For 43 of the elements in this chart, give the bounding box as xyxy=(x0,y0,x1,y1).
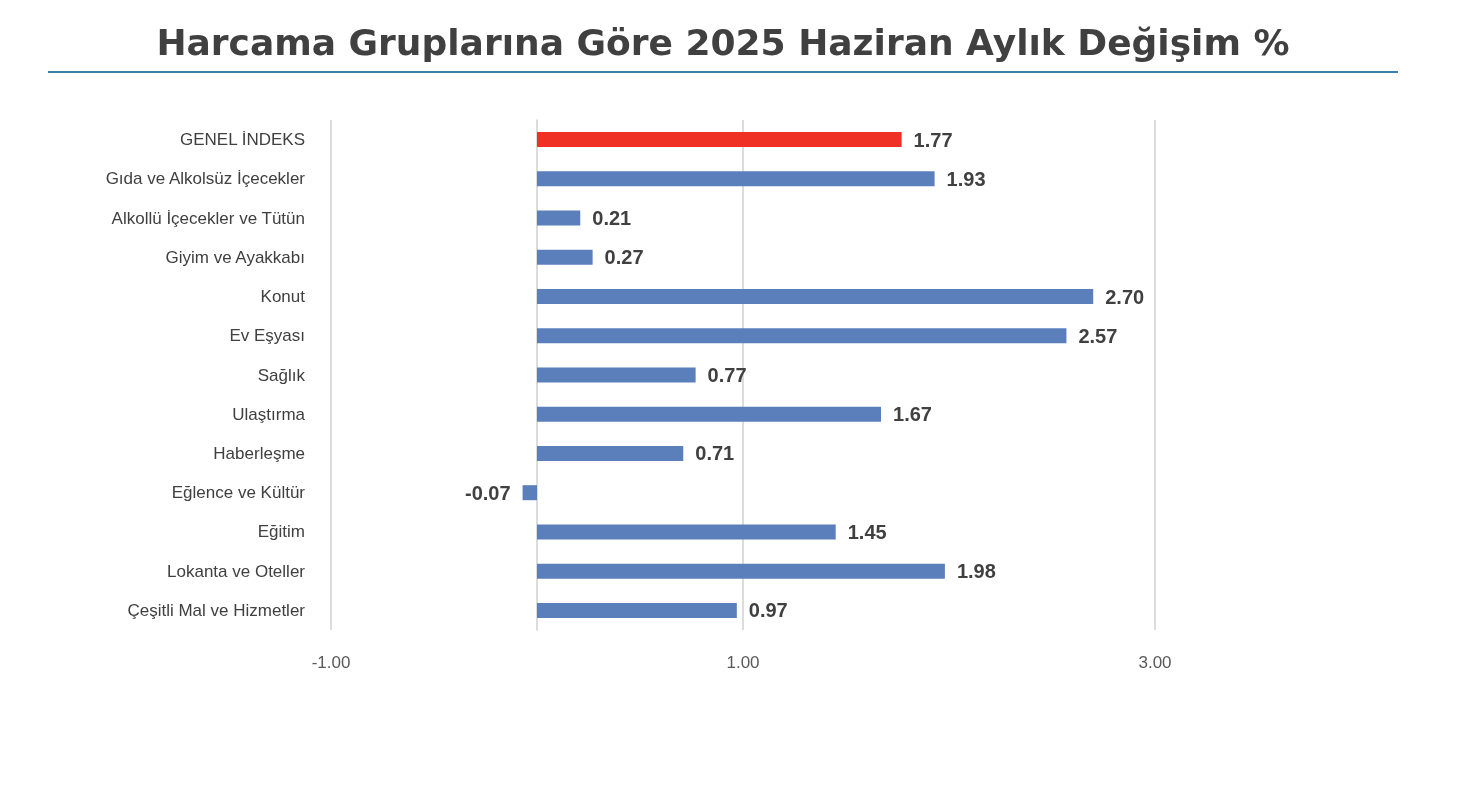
y-tick-label: Çeşitli Mal ve Hizmetler xyxy=(127,600,306,620)
bar xyxy=(537,171,935,187)
y-tick-label: Ev Eşyası xyxy=(229,326,305,346)
y-tick-label: Haberleşme xyxy=(213,443,305,463)
chart-title: Harcama Gruplarına Göre 2025 Haziran Aylık Değişim % xyxy=(48,22,1398,73)
data-label: 1.45 xyxy=(847,520,887,543)
y-tick-label: GENEL İNDEKS xyxy=(179,130,305,150)
data-label: 2.70 xyxy=(1105,285,1145,308)
y-tick-label: Ulaştırma xyxy=(232,404,306,424)
bar xyxy=(537,406,882,422)
data-label: 0.71 xyxy=(695,442,735,465)
y-tick-label: Gıda ve Alkolsüz İçecekler xyxy=(105,169,306,189)
y-tick-label: Konut xyxy=(260,287,306,307)
data-label: 0.77 xyxy=(707,364,747,386)
y-tick-label: Giyim ve Ayakkabı xyxy=(165,247,305,267)
x-tick-label: -1.00 xyxy=(311,653,351,672)
data-label: 0.21 xyxy=(592,207,632,230)
y-tick-label: Lokanta ve Oteller xyxy=(167,561,306,581)
bar xyxy=(522,485,537,501)
y-tick-label: Alkollü İçecekler ve Tütün xyxy=(111,208,305,228)
data-label: 1.93 xyxy=(946,167,986,190)
y-tick-label: Eğitim xyxy=(257,522,305,542)
data-label: 0.27 xyxy=(604,246,644,269)
bar xyxy=(537,563,945,579)
y-tick-label: Sağlık xyxy=(257,365,306,385)
bar xyxy=(537,367,696,383)
bar xyxy=(537,524,836,540)
bar xyxy=(537,602,737,618)
data-label: -0.07 xyxy=(464,481,511,504)
bar xyxy=(537,289,1094,305)
bar xyxy=(537,210,581,226)
data-label: 1.67 xyxy=(893,403,932,426)
bar xyxy=(537,445,684,461)
bar xyxy=(537,328,1067,344)
x-tick-label: 1.00 xyxy=(726,653,760,672)
data-label: 1.98 xyxy=(956,560,996,583)
y-tick-label: Eğlence ve Kültür xyxy=(171,483,306,503)
data-label: 1.77 xyxy=(913,128,953,151)
bar xyxy=(537,132,902,148)
data-label: 0.97 xyxy=(748,599,788,622)
data-label: 2.57 xyxy=(1078,324,1118,347)
bar xyxy=(537,249,593,265)
x-tick-label: 3.00 xyxy=(1138,653,1172,672)
